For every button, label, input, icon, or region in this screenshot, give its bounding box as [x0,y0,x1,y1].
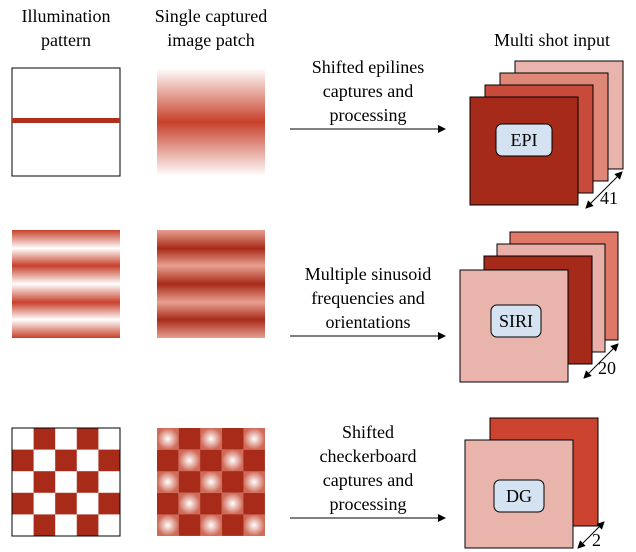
label: DG [506,486,532,506]
label-box [495,123,553,157]
description: processing [330,494,407,514]
label: SIRI [499,311,533,331]
description: captures and [323,81,413,101]
description: processing [330,105,407,125]
description: checkerboard [320,446,417,466]
label: EPI [511,130,538,150]
label-box [490,304,542,338]
count: 41 [600,188,618,208]
patch [157,428,265,536]
header: pattern [41,30,91,50]
depth-arrow [577,521,605,549]
header: Single captured [155,6,267,26]
descriptions: Shifted epilines captures and processing Mu… [305,57,432,514]
patch [157,68,265,176]
depth-arrow [585,171,623,209]
label-box [493,479,545,513]
depth-arrow [583,343,619,379]
description: Shifted [342,422,394,442]
description: Multiple sinusoid [305,264,432,284]
headers: Illumination pattern Single captured ima… [22,6,611,50]
header: Illumination [22,6,111,26]
description: captures and [323,470,413,490]
count: 20 [598,358,616,378]
patch [157,230,265,338]
header: Multi shot input [494,30,610,50]
count: 2 [592,530,601,550]
epiline [12,118,120,123]
description: orientations [326,312,411,332]
description: Shifted epilines [312,57,424,77]
pattern [11,427,121,537]
description: frequencies and [311,288,424,308]
pattern [12,230,120,338]
header: image patch [167,30,254,50]
